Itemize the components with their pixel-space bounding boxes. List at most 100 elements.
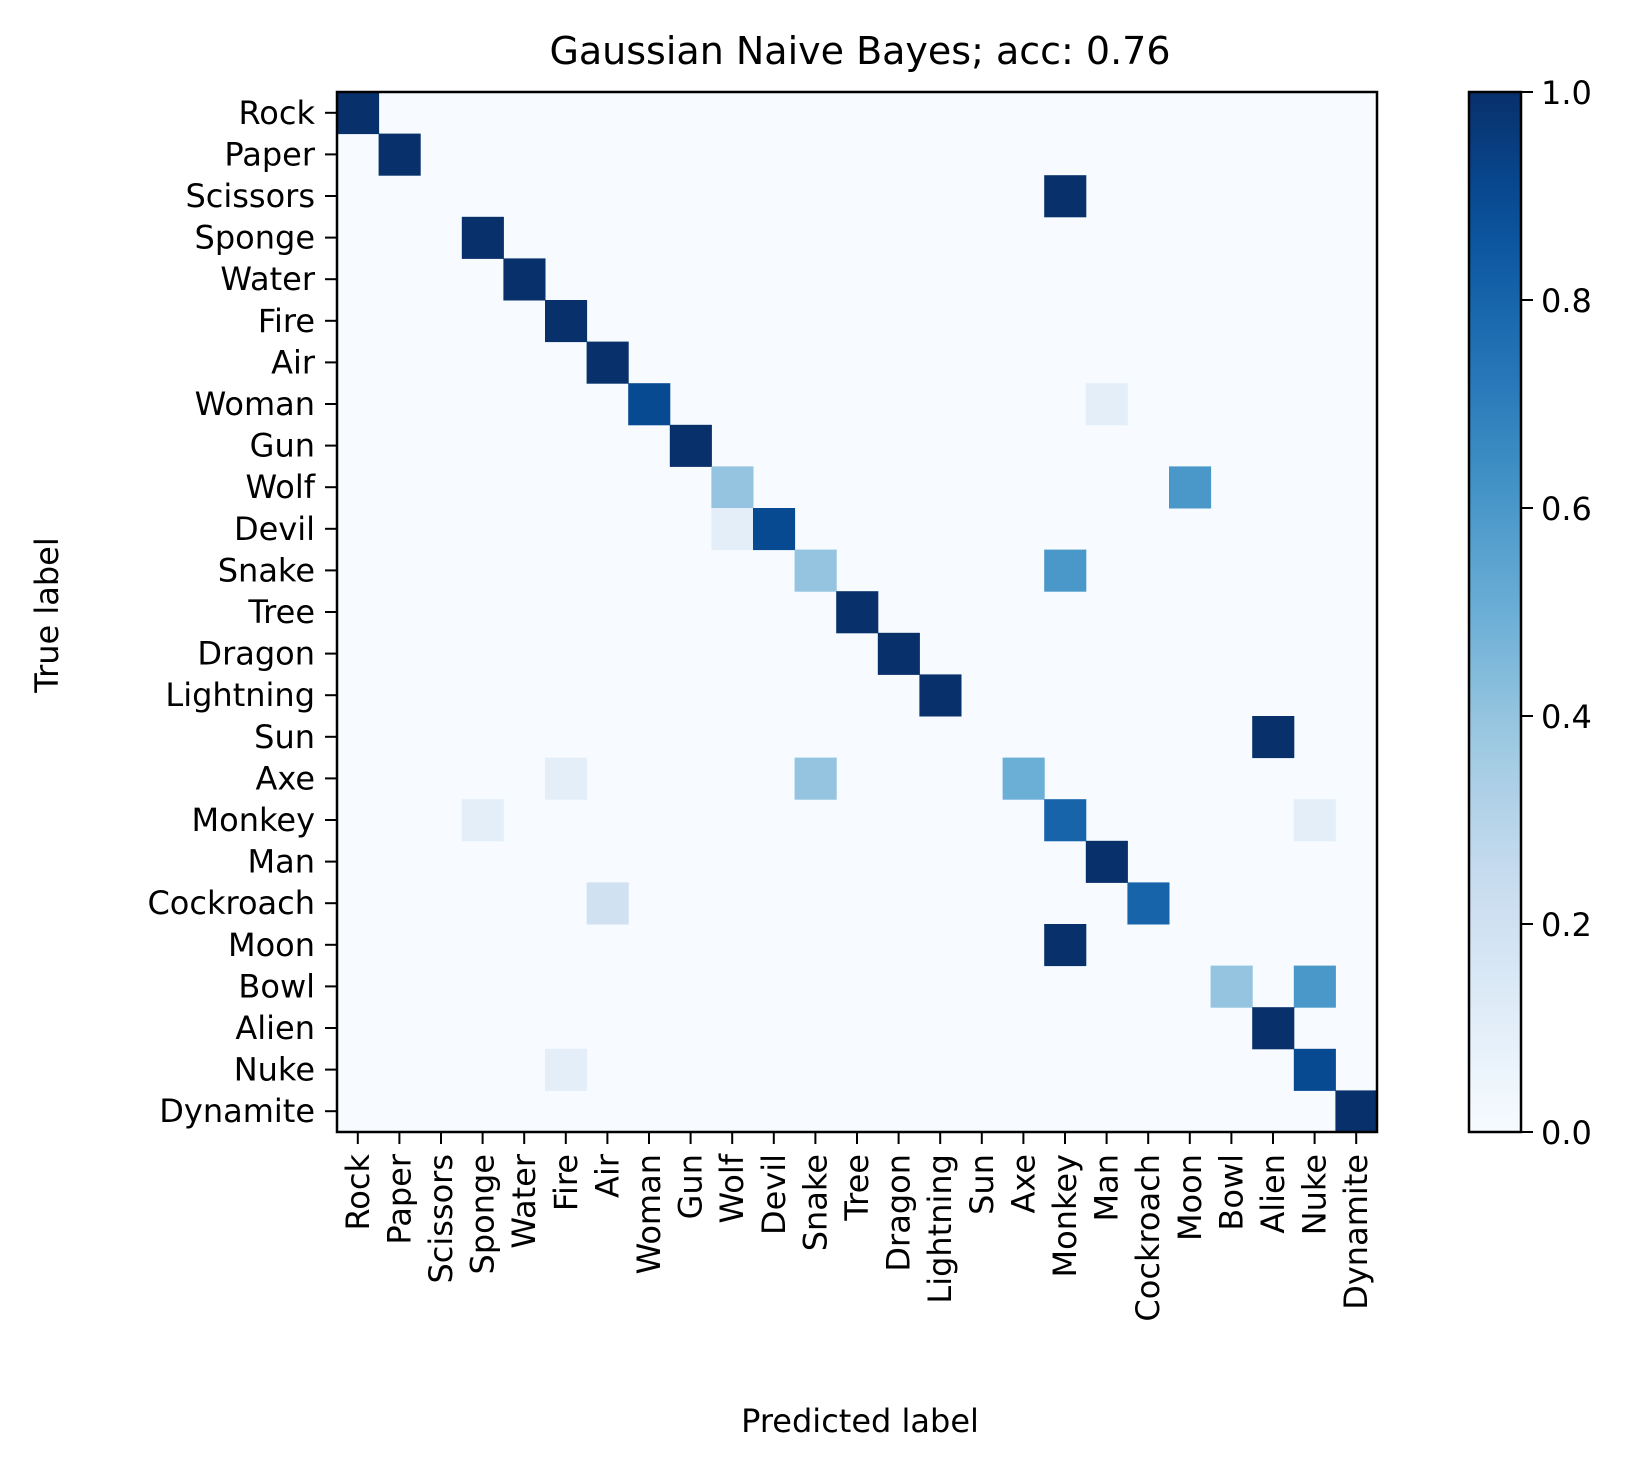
heatmap-cell-lightning-lightning <box>919 674 962 717</box>
heatmap-cell-sponge-sponge <box>461 216 504 259</box>
y-tick-label-lightning: Lightning <box>165 676 315 714</box>
heatmap-cell-nuke-fire <box>545 1048 588 1091</box>
colorbar-tick-label: 0.2 <box>1541 906 1592 944</box>
y-tick-label-dragon: Dragon <box>197 635 315 673</box>
heatmap-cell-man-man <box>1085 840 1128 883</box>
heatmap-cell-dragon-dragon <box>877 632 920 675</box>
x-tick-label-devil: Devil <box>755 1154 793 1235</box>
colorbar: 0.0 0.2 0.4 0.6 0.8 1.0 <box>1467 74 1592 1152</box>
heatmap-cell-cockroach-air <box>586 882 629 925</box>
heatmap-cell-gun-gun <box>669 424 712 467</box>
y-tick-label-gun: Gun <box>250 427 315 465</box>
x-tick-label-moon: Moon <box>1171 1154 1209 1241</box>
y-tick-label-fire: Fire <box>258 302 315 340</box>
x-tick-label-gun: Gun <box>672 1154 710 1219</box>
heatmap-cell-scissors-monkey <box>1044 175 1087 218</box>
y-tick-label-scissors: Scissors <box>185 177 315 215</box>
heatmap-cell-devil-devil <box>753 508 796 551</box>
x-axis-label: Predicted label <box>741 1402 979 1440</box>
chart-title: Gaussian Naive Bayes; acc: 0.76 <box>549 29 1170 73</box>
y-tick-label-man: Man <box>248 843 316 881</box>
x-tick-label-paper: Paper <box>380 1153 418 1244</box>
heatmap-cell-bowl-bowl <box>1210 965 1253 1008</box>
x-tick-label-dragon: Dragon <box>880 1154 918 1272</box>
heatmap-cell-alien-alien <box>1252 1007 1295 1050</box>
heatmap-cell-wolf-wolf <box>711 466 754 509</box>
y-tick-label-cockroach: Cockroach <box>147 884 315 922</box>
heatmap-cell-air-air <box>586 341 629 384</box>
y-tick-label-monkey: Monkey <box>192 801 315 839</box>
heatmap-cell-bowl-nuke <box>1293 965 1336 1008</box>
x-tick-label-water: Water <box>505 1153 543 1248</box>
heatmap-cell-tree-tree <box>836 591 879 634</box>
x-tick-label-lightning: Lightning <box>921 1154 959 1304</box>
y-tick-label-tree: Tree <box>247 593 315 631</box>
heatmap-cell-rock-rock <box>337 92 380 135</box>
x-tick-label-sponge: Sponge <box>464 1154 502 1274</box>
x-tick-label-scissors: Scissors <box>422 1154 460 1284</box>
y-tick-label-bowl: Bowl <box>238 967 315 1005</box>
x-tick-label-bowl: Bowl <box>1212 1154 1250 1231</box>
x-tick-label-snake: Snake <box>796 1154 834 1251</box>
x-tick-label-wolf: Wolf <box>713 1153 751 1223</box>
x-tick-label-tree: Tree <box>838 1154 876 1222</box>
colorbar-tick-label: 0.6 <box>1541 490 1592 528</box>
y-tick-label-moon: Moon <box>228 926 315 964</box>
heatmap-cell-sun-alien <box>1252 716 1295 759</box>
colorbar-tick-label: 0.0 <box>1541 1114 1592 1152</box>
heatmap-cell-woman-woman <box>628 383 671 426</box>
y-tick-label-rock: Rock <box>239 94 316 132</box>
x-tick-label-monkey: Monkey <box>1046 1154 1084 1277</box>
x-tick-label-dynamite: Dynamite <box>1337 1154 1375 1310</box>
y-tick-label-alien: Alien <box>235 1009 315 1047</box>
x-tick-label-nuke: Nuke <box>1296 1154 1334 1235</box>
colorbar-gradient <box>1467 90 1523 1134</box>
heatmap-cell-dynamite-dynamite <box>1335 1090 1378 1133</box>
heatmap-cell-wolf-moon <box>1169 466 1212 509</box>
heatmap-cell-paper-paper <box>378 133 421 176</box>
heatmap-cell-axe-axe <box>1002 757 1045 800</box>
x-tick-label-axe: Axe <box>1004 1154 1042 1214</box>
x-tick-label-rock: Rock <box>339 1154 377 1231</box>
heatmap-cell-nuke-nuke <box>1293 1048 1336 1091</box>
heatmap-cell-devil-wolf <box>711 508 754 551</box>
x-tick-label-man: Man <box>1088 1154 1126 1222</box>
y-tick-label-water: Water <box>220 260 315 298</box>
y-tick-label-sponge: Sponge <box>195 219 315 257</box>
heatmap-cell-woman-man <box>1085 383 1128 426</box>
heatmap-cell-monkey-monkey <box>1044 799 1087 842</box>
x-axis-ticks: Rock Paper Scissors Sponge Water Fire Air Woman… <box>339 1132 1375 1322</box>
colorbar-tick-label: 0.4 <box>1541 698 1592 736</box>
heatmap-cell-axe-snake <box>794 757 837 800</box>
y-tick-label-wolf: Wolf <box>246 468 316 506</box>
heatmap-cell-snake-monkey <box>1044 549 1087 592</box>
colorbar-tick-label: 0.8 <box>1541 282 1592 320</box>
y-tick-label-axe: Axe <box>255 759 315 797</box>
colorbar-tick-label: 1.0 <box>1541 74 1592 112</box>
y-axis-label: True label <box>28 537 66 694</box>
heatmap-cell-axe-fire <box>545 757 588 800</box>
x-tick-label-cockroach: Cockroach <box>1129 1154 1167 1322</box>
heatmap-cell-monkey-sponge <box>461 799 504 842</box>
heatmap-cell-fire-fire <box>545 300 588 343</box>
x-tick-label-fire: Fire <box>547 1154 585 1211</box>
x-tick-label-alien: Alien <box>1254 1154 1292 1234</box>
y-tick-label-devil: Devil <box>234 510 315 548</box>
x-tick-label-sun: Sun <box>963 1154 1001 1215</box>
y-tick-label-air: Air <box>271 343 316 381</box>
y-tick-label-snake: Snake <box>218 551 315 589</box>
x-tick-label-air: Air <box>588 1153 626 1198</box>
heatmap-cell-monkey-nuke <box>1293 799 1336 842</box>
heatmap-cell-cockroach-cockroach <box>1127 882 1170 925</box>
heatmap-cell-snake-snake <box>794 549 837 592</box>
heatmap-plot-area <box>335 90 1379 1134</box>
heatmap-cell-water-water <box>503 258 546 301</box>
x-tick-label-woman: Woman <box>630 1154 668 1274</box>
y-tick-label-woman: Woman <box>195 385 315 423</box>
y-tick-label-nuke: Nuke <box>234 1051 315 1089</box>
heatmap-cell-moon-monkey <box>1044 924 1087 967</box>
y-tick-label-dynamite: Dynamite <box>159 1092 315 1130</box>
y-tick-label-sun: Sun <box>254 718 315 756</box>
